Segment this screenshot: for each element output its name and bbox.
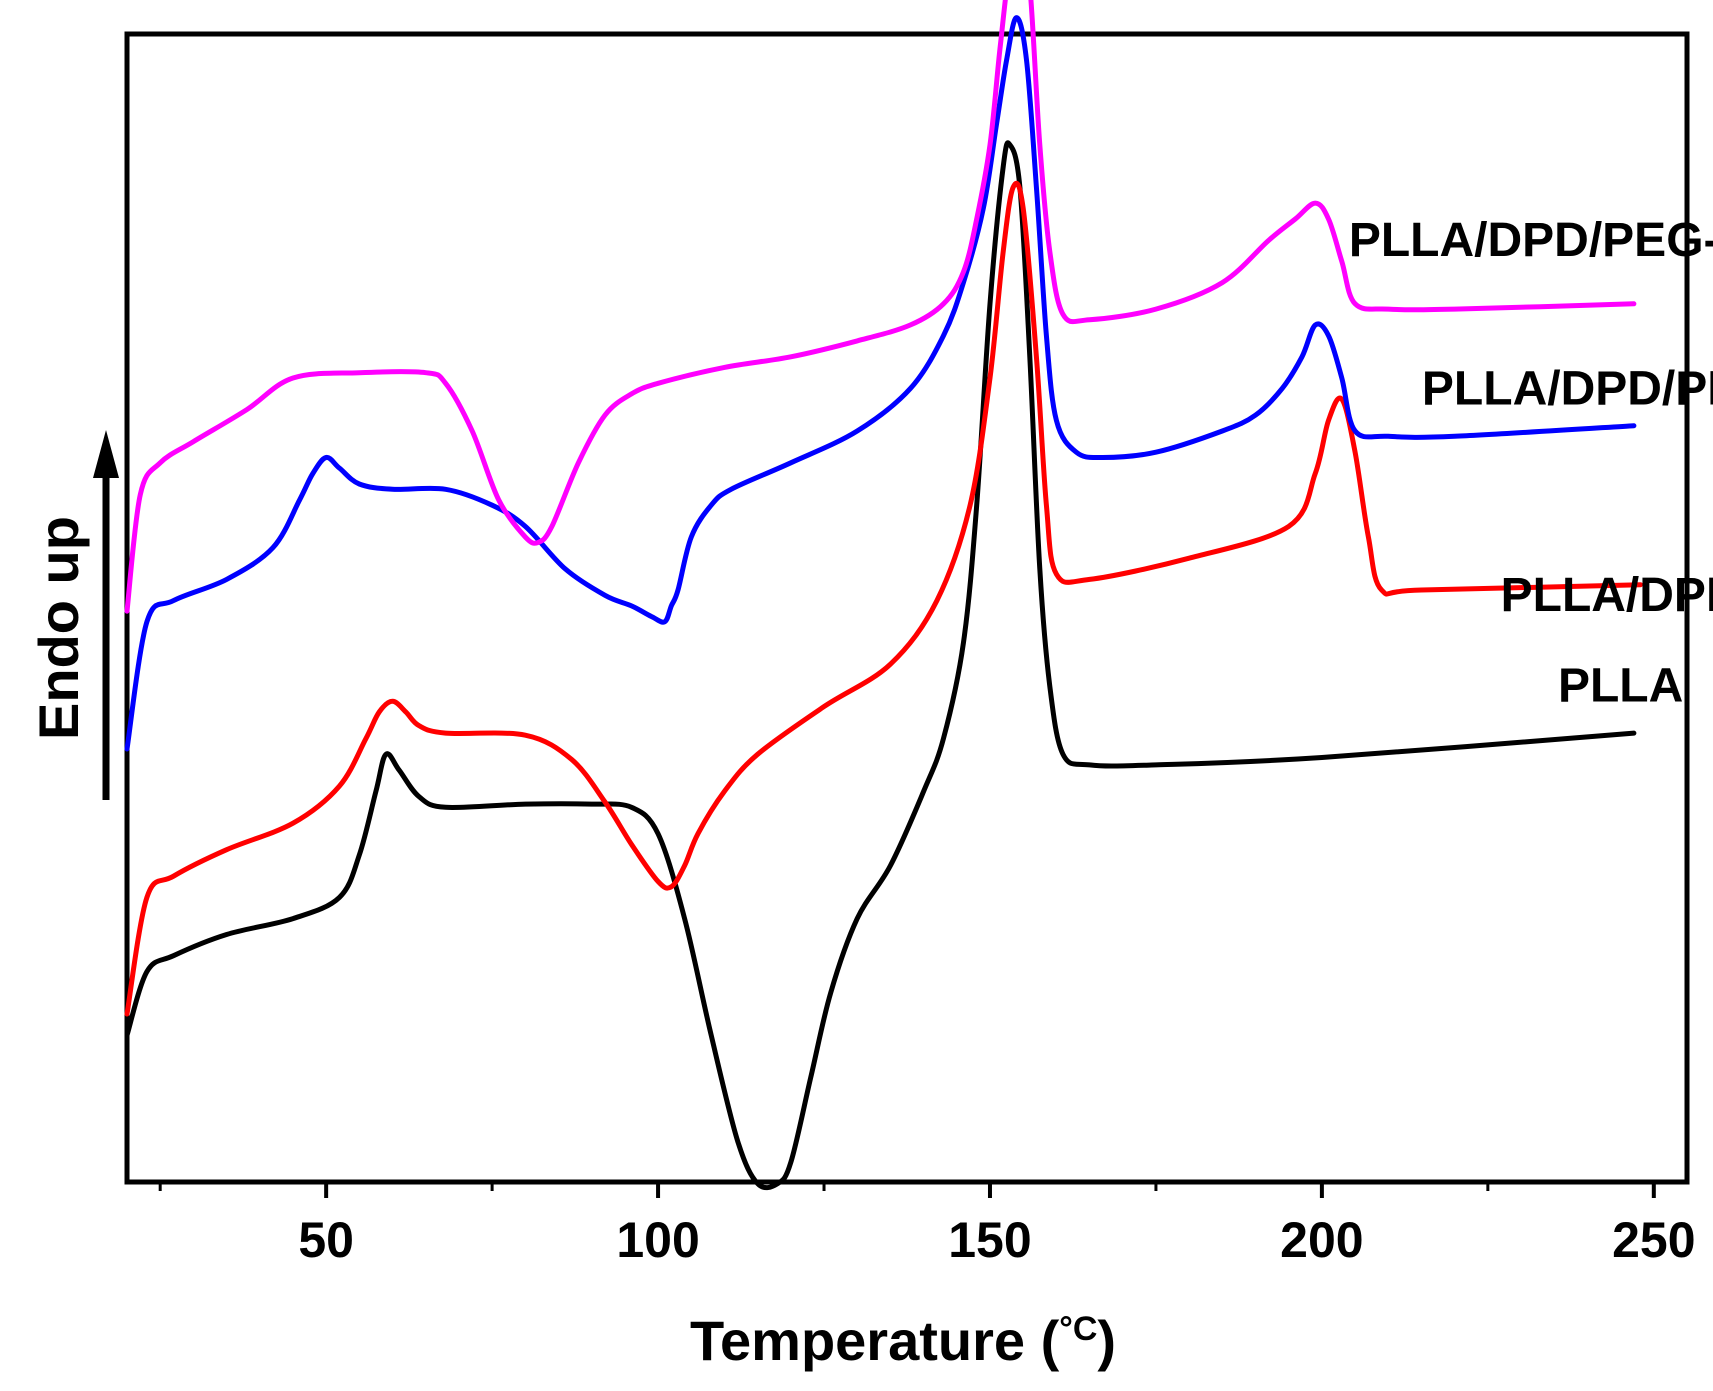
- series-line-plla-dpd-peg-10: [124, 0, 1637, 614]
- y-axis-title: Endo up: [27, 516, 90, 740]
- plot-frame: [124, 31, 1690, 1185]
- x-axis-unit: °C: [1059, 1310, 1097, 1348]
- plot-area: 50 100 150 200 250 PLLA PLLA/DPD PLLA/DPD/PEG-…: [124, 0, 1713, 1268]
- series-line-plla-dpd: [124, 180, 1643, 1017]
- series-line-plla-dpd-peg-5: [124, 15, 1637, 752]
- x-ticks: [158, 1182, 1656, 1198]
- series-line-plla: [124, 140, 1637, 1191]
- x-tick-label-200: 200: [1280, 1212, 1363, 1268]
- x-tick-label-250: 250: [1612, 1212, 1695, 1268]
- series-label-plla: PLLA: [1558, 659, 1683, 712]
- series-label-plla-dpd-peg-10: PLLA/DPD/PEG-10: [1349, 214, 1713, 267]
- x-axis-title: Temperature (°C): [690, 1309, 1116, 1372]
- series-labels: PLLA PLLA/DPD PLLA/DPD/PEG-5 PLLA/DPD/PEG-1…: [1349, 214, 1713, 712]
- curves: [124, 0, 1643, 1191]
- x-tick-label-50: 50: [298, 1212, 354, 1268]
- up-arrow-icon: [93, 430, 119, 800]
- x-tick-label-100: 100: [616, 1212, 699, 1268]
- series-label-plla-dpd: PLLA/DPD: [1501, 569, 1713, 622]
- series-label-plla-dpd-peg-5: PLLA/DPD/PEG-5: [1422, 363, 1713, 416]
- x-tick-labels: 50 100 150 200 250: [298, 1212, 1695, 1268]
- x-tick-label-150: 150: [948, 1212, 1031, 1268]
